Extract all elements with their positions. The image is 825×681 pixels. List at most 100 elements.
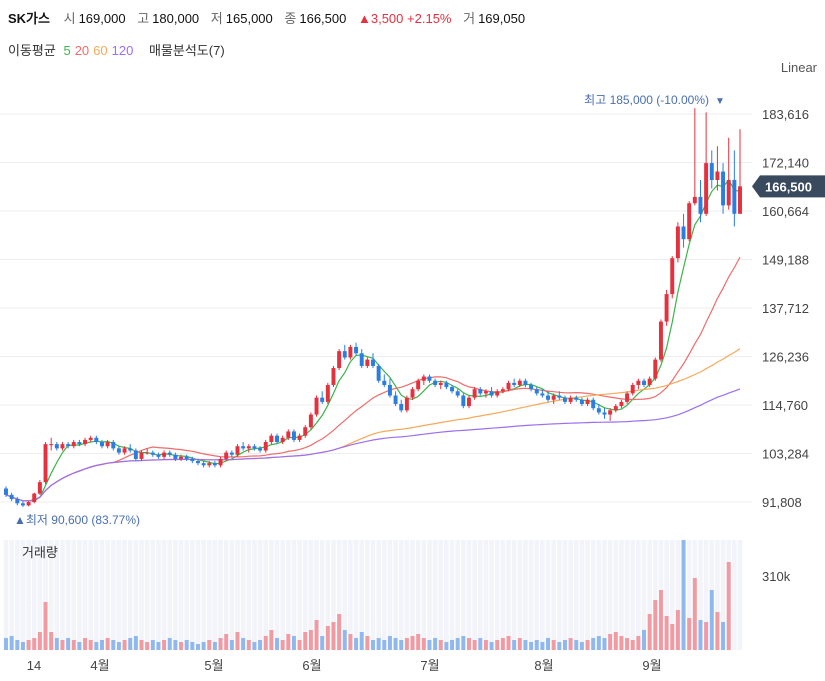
volume-background-column (291, 540, 297, 650)
volume-bar (500, 638, 505, 650)
volume-background-column (139, 540, 144, 650)
volume-background-column (664, 540, 669, 650)
volume-bar (66, 638, 71, 650)
candle-body (687, 203, 692, 240)
volume-bar (721, 622, 726, 650)
moving-average-legend[interactable]: 이동평균 5 20 60 120 매물분석도(7) (8, 40, 229, 59)
volume-background-column (370, 540, 376, 650)
volume-bar (534, 640, 539, 650)
current-price-label: 166,500 (765, 179, 812, 194)
ma-period-60[interactable]: 60 (93, 43, 108, 58)
candle-body (275, 435, 279, 443)
candle-body (280, 437, 285, 443)
candle-body (128, 448, 133, 451)
ma-period-20[interactable]: 20 (74, 43, 90, 58)
volume-background-column (190, 540, 195, 650)
x-axis-label: 4월 (90, 658, 109, 673)
volume-bar (173, 640, 178, 650)
candle-body (675, 226, 680, 259)
volume-bar (297, 640, 302, 650)
volume-background-column (647, 540, 652, 650)
volume-background-column (167, 540, 173, 650)
volume-bar (252, 642, 257, 650)
volume-bar (495, 640, 500, 650)
candle-body (387, 384, 392, 396)
candle-body (337, 351, 342, 369)
volume-background-column (308, 540, 314, 650)
volume-label: 거래량 (22, 545, 58, 560)
volume-background-column (156, 540, 161, 650)
volume-background-column (449, 540, 455, 650)
volume-background-column (636, 540, 641, 650)
volume-bar (337, 614, 342, 650)
candle-body (83, 439, 88, 445)
candle-body (331, 368, 336, 385)
volume-profile-toggle[interactable]: 매물분석도(7) (148, 43, 225, 58)
candle-body (303, 427, 308, 436)
volume-background-column (472, 540, 477, 650)
volume-bar (416, 634, 421, 650)
volume-background-column (285, 540, 291, 650)
volume-background-column (246, 540, 252, 650)
volume-bar (32, 638, 37, 650)
volume-background-column (387, 540, 393, 650)
volume-bar (455, 638, 460, 650)
volume-background-column (652, 540, 658, 650)
candle-body (167, 452, 172, 455)
candle-body (500, 389, 505, 392)
ma-period-120[interactable]: 120 (111, 43, 134, 58)
prev-value: 169,050 (478, 11, 526, 26)
candle-body (291, 431, 296, 440)
candle-body (348, 346, 353, 358)
volume-background-column (302, 540, 308, 650)
volume-background-column (269, 540, 274, 650)
candle-body (585, 399, 590, 404)
candle-body (546, 395, 551, 400)
candle-body (421, 376, 426, 381)
volume-bar (506, 636, 511, 650)
volume-bar (421, 638, 426, 650)
volume-bar (613, 632, 618, 650)
volume-background-column (252, 540, 257, 650)
volume-bar (404, 638, 409, 650)
volume-background-column (161, 540, 167, 650)
volume-bar (625, 638, 630, 650)
candle-body (427, 376, 432, 381)
volume-bar (596, 636, 601, 650)
candle-body (111, 442, 116, 449)
candle-body (212, 463, 217, 466)
volume-background-column (178, 540, 184, 650)
volume-background-column (669, 540, 675, 650)
ma-period-5[interactable]: 5 (63, 43, 71, 58)
candle-body (32, 493, 37, 503)
candle-body (145, 452, 150, 454)
volume-background-column (235, 540, 240, 650)
volume-bar (348, 634, 353, 650)
volume-bar (726, 562, 731, 650)
volume-background-column (201, 540, 206, 650)
volume-bar (4, 638, 8, 650)
candle-body (105, 442, 110, 447)
volume-bar (450, 640, 455, 650)
candle-body (60, 444, 65, 449)
volume-background-column (26, 540, 31, 650)
volume-background-column (517, 540, 523, 650)
candle-body (732, 179, 737, 214)
volume-background-column (184, 540, 189, 650)
x-axis-label: 5월 (204, 658, 223, 673)
volume-bar (438, 640, 443, 650)
candle-body (252, 446, 257, 449)
volume-background-column (88, 540, 94, 650)
volume-bar (201, 642, 206, 650)
volume-background-column (314, 540, 319, 650)
candle-body (551, 395, 556, 400)
volume-bar (26, 640, 31, 650)
volume-background-column (99, 540, 105, 650)
volume-bar (9, 636, 14, 650)
volume-bar (692, 578, 697, 650)
candle-body (94, 437, 99, 443)
scale-mode[interactable]: Linear (780, 60, 817, 75)
volume-bar (579, 642, 584, 650)
candle-body (670, 258, 675, 295)
